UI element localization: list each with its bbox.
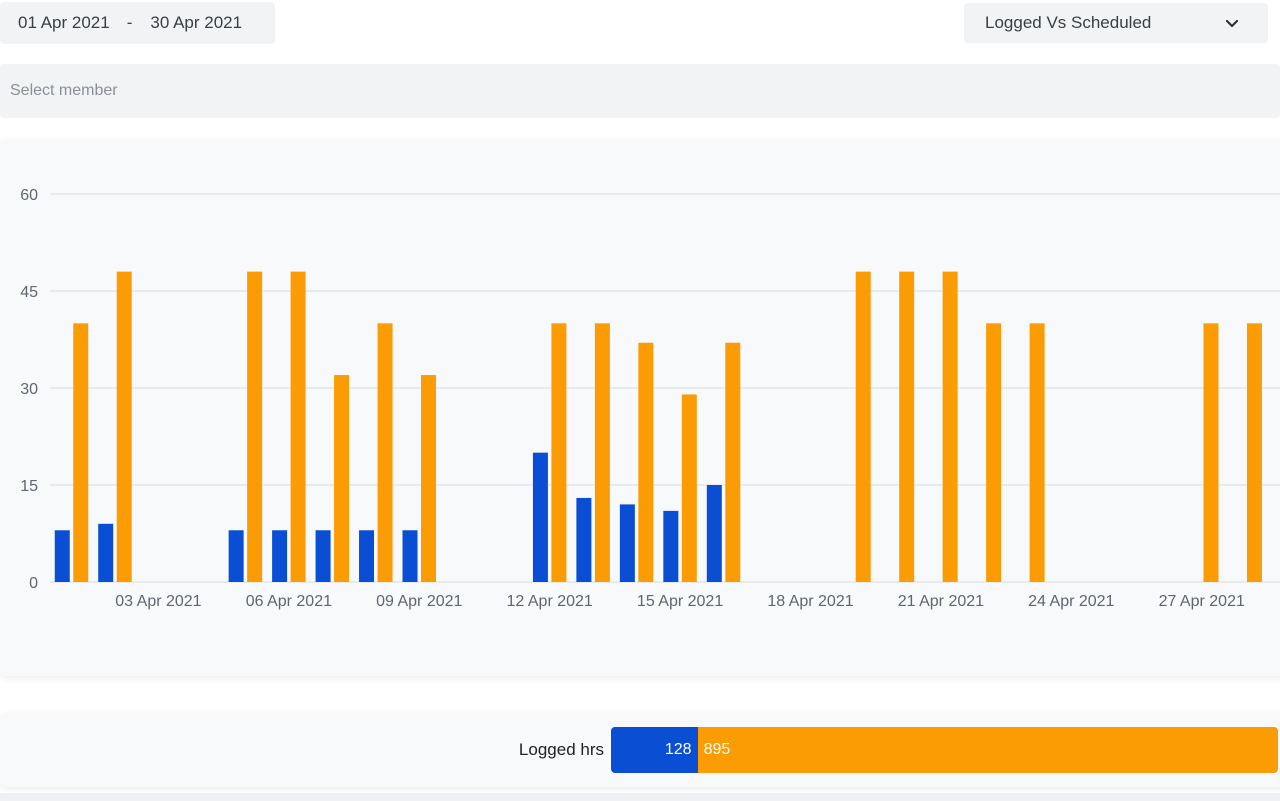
x-tick-label: 24 Apr 2021	[1028, 593, 1114, 610]
logged-bar	[54, 530, 70, 582]
scheduled-bar	[421, 375, 437, 582]
x-tick-label: 15 Apr 2021	[637, 593, 723, 610]
y-tick-label: 0	[29, 575, 38, 592]
member-select-placeholder: Select member	[10, 82, 118, 99]
scheduled-bar	[551, 323, 567, 582]
x-tick-label: 21 Apr 2021	[898, 593, 984, 610]
x-tick-label: 12 Apr 2021	[507, 593, 593, 610]
logged-bar	[272, 530, 288, 582]
scheduled-bar	[1029, 323, 1045, 582]
scheduled-bar	[638, 342, 654, 582]
logged-bar	[576, 497, 592, 582]
scheduled-bar	[681, 394, 697, 582]
y-tick-label: 30	[20, 381, 38, 398]
summary-logged-value: 128	[664, 741, 692, 758]
scheduled-bar	[986, 323, 1002, 582]
logged-bar	[359, 530, 375, 582]
summary-bar: 128 895	[611, 727, 1278, 773]
x-tick-label: 09 Apr 2021	[376, 593, 462, 610]
logged-bar	[315, 530, 331, 582]
summary-scheduled-segment: 895	[697, 727, 1278, 773]
scheduled-bar	[725, 342, 741, 582]
scheduled-bar	[73, 323, 89, 582]
logged-bar	[402, 530, 418, 582]
summary-scheduled-value: 895	[703, 741, 731, 758]
scheduled-bar	[290, 271, 306, 582]
logged-vs-scheduled-chart: 0 15 30 45 60 03 Apr 2021 06 Apr 2021 09 Apr 20…	[20, 187, 1280, 610]
scheduled-bar	[1203, 323, 1219, 582]
scheduled-bar	[594, 323, 610, 582]
summary-logged-segment: 128	[611, 727, 698, 773]
scheduled-bar	[899, 271, 915, 582]
x-tick-label: 06 Apr 2021	[246, 593, 332, 610]
scheduled-bar	[247, 271, 263, 582]
logged-bar	[532, 452, 548, 582]
bottom-divider	[0, 793, 1280, 801]
date-separator: -	[126, 13, 133, 32]
y-tick-label: 45	[20, 284, 38, 301]
view-select-value: Logged Vs Scheduled	[985, 13, 1152, 32]
chevron-down-icon	[1225, 19, 1239, 28]
y-tick-label: 15	[20, 478, 38, 495]
x-tick-label: 03 Apr 2021	[115, 593, 201, 610]
scheduled-bar	[855, 271, 871, 582]
x-tick-label: 27 Apr 2021	[1159, 593, 1245, 610]
scheduled-bar	[116, 271, 132, 582]
date-start[interactable]: 01 Apr 2021	[18, 13, 110, 32]
x-tick-label: 18 Apr 2021	[767, 593, 853, 610]
summary-label: Logged hrs	[518, 740, 604, 759]
scheduled-bar	[942, 271, 958, 582]
scheduled-bar	[1246, 323, 1262, 582]
logged-bar	[663, 510, 679, 582]
y-tick-label: 60	[20, 187, 38, 204]
logged-bar	[228, 530, 244, 582]
scheduled-bar	[377, 323, 393, 582]
date-end[interactable]: 30 Apr 2021	[150, 13, 243, 32]
logged-bar	[706, 485, 722, 582]
scheduled-bar	[334, 375, 350, 582]
logged-bar	[619, 504, 635, 582]
view-select-dropdown[interactable]: Logged Vs Scheduled	[964, 3, 1268, 43]
member-select[interactable]: Select member	[0, 64, 1280, 118]
date-range-picker[interactable]: 01 Apr 2021 - 30 Apr 2021	[0, 2, 275, 44]
logged-bar	[98, 523, 114, 582]
